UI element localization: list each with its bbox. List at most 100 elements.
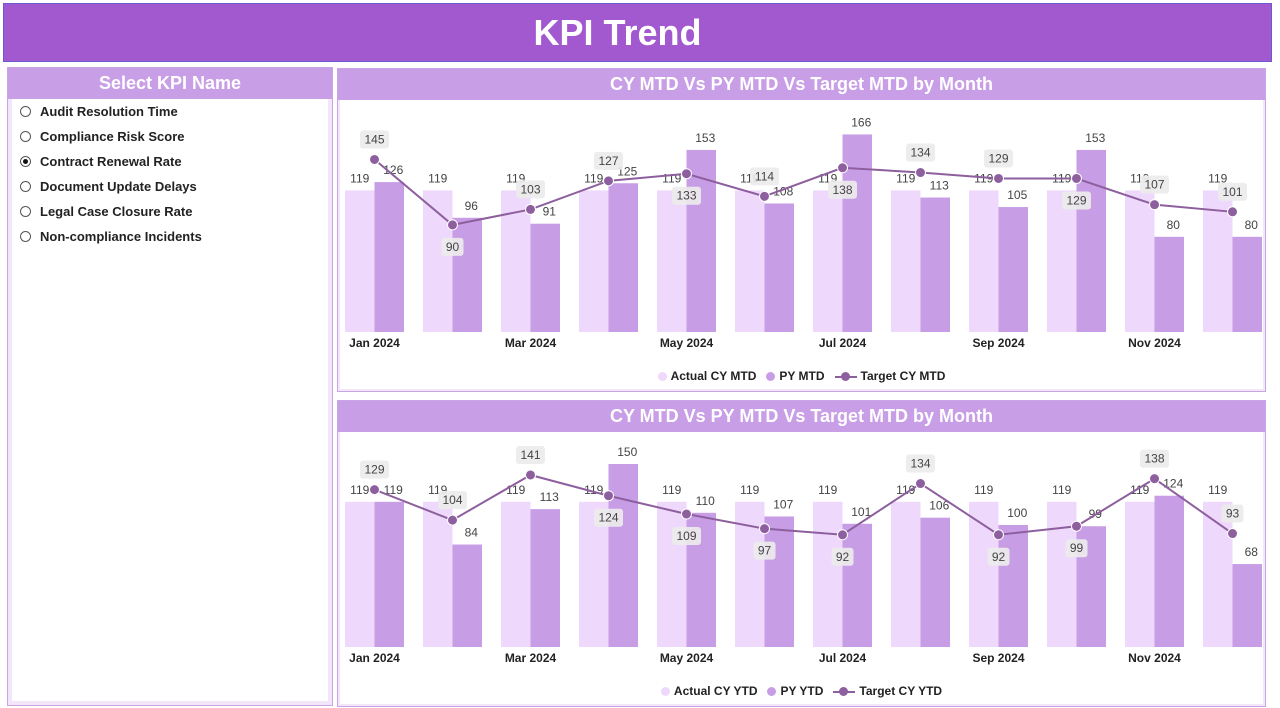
bar-actual-1 bbox=[423, 501, 453, 647]
legend-actual-label: Actual CY MTD bbox=[670, 369, 757, 383]
label-target-4: 133 bbox=[676, 189, 696, 203]
label-target-3-bg bbox=[594, 151, 623, 170]
legend-py-swatch bbox=[766, 371, 776, 381]
bar-py-10 bbox=[1154, 495, 1184, 647]
bar-py-5 bbox=[764, 516, 794, 647]
target-point-7 bbox=[915, 167, 926, 179]
label-py-11: 68 bbox=[1245, 545, 1259, 559]
target-point-0 bbox=[369, 153, 380, 165]
kpi-option-contract-renewal-rate[interactable]: Contract Renewal Rate bbox=[12, 149, 328, 174]
label-actual-9: 119 bbox=[1052, 483, 1071, 497]
label-target-8: 92 bbox=[992, 550, 1006, 564]
bar-actual-4 bbox=[657, 190, 687, 332]
legend-actual-cy-mtd[interactable]: Actual CY MTD bbox=[657, 369, 757, 383]
bar-py-2 bbox=[530, 509, 560, 647]
kpi-option-non-compliance-incidents[interactable]: Non-compliance Incidents bbox=[12, 224, 328, 249]
radio-button[interactable] bbox=[20, 131, 31, 142]
bar-py-6 bbox=[842, 523, 872, 647]
bar-py-7 bbox=[920, 517, 950, 647]
label-target-3: 127 bbox=[598, 154, 618, 168]
label-actual-0: 119 bbox=[350, 171, 369, 185]
label-target-9-bg bbox=[1065, 539, 1088, 558]
label-target-7-bg bbox=[906, 454, 935, 473]
kpi-option-label: Non-compliance Incidents bbox=[40, 229, 202, 244]
bar-py-0 bbox=[374, 501, 404, 647]
target-point-4 bbox=[681, 508, 692, 520]
legend-target-cy-ytd[interactable]: Target CY YTD bbox=[833, 684, 942, 698]
label-actual-11: 119 bbox=[1208, 483, 1227, 497]
legend-py-mtd[interactable]: PY MTD bbox=[766, 369, 825, 383]
label-target-6: 92 bbox=[836, 550, 850, 564]
target-line bbox=[373, 158, 1233, 226]
mtd-chart-panel: CY MTD Vs PY MTD Vs Target MTD by Month … bbox=[337, 68, 1266, 392]
label-py-4: 153 bbox=[695, 131, 715, 145]
x-tick-2: Mar 2024 bbox=[505, 336, 557, 350]
bar-actual-6 bbox=[813, 501, 843, 647]
kpi-option-compliance-risk-score[interactable]: Compliance Risk Score bbox=[12, 124, 328, 149]
legend-py-label: PY MTD bbox=[779, 369, 825, 383]
label-target-7: 134 bbox=[910, 146, 930, 160]
bar-py-10 bbox=[1154, 236, 1184, 332]
legend-actual-label: Actual CY YTD bbox=[673, 684, 758, 698]
kpi-selector-title: Select KPI Name bbox=[8, 68, 332, 99]
bar-actual-11 bbox=[1203, 501, 1233, 647]
bar-actual-0 bbox=[345, 501, 375, 647]
kpi-option-label: Compliance Risk Score bbox=[40, 129, 185, 144]
legend-py-ytd[interactable]: PY YTD bbox=[767, 684, 823, 698]
label-target-10: 107 bbox=[1144, 178, 1164, 192]
target-point-1 bbox=[447, 514, 458, 526]
radio-button[interactable] bbox=[20, 181, 31, 192]
label-target-9-bg bbox=[1062, 191, 1091, 210]
radio-button[interactable] bbox=[20, 231, 31, 242]
target-point-2 bbox=[525, 203, 536, 215]
x-tick-8: Sep 2024 bbox=[972, 651, 1024, 665]
label-target-2-bg bbox=[516, 180, 545, 199]
label-actual-0: 119 bbox=[350, 483, 369, 497]
label-actual-6: 119 bbox=[818, 483, 837, 497]
target-point-10 bbox=[1149, 199, 1160, 211]
radio-button-selected[interactable] bbox=[20, 156, 31, 167]
label-target-2-bg bbox=[516, 445, 545, 464]
x-tick-8: Sep 2024 bbox=[972, 336, 1024, 350]
target-point-3 bbox=[603, 490, 614, 502]
target-point-8 bbox=[993, 172, 1004, 184]
label-target-6: 138 bbox=[832, 183, 852, 197]
bar-py-1 bbox=[452, 217, 482, 332]
bar-actual-6 bbox=[813, 190, 843, 332]
bar-py-8 bbox=[998, 525, 1028, 647]
label-target-5: 114 bbox=[755, 169, 774, 183]
legend-actual-cy-ytd[interactable]: Actual CY YTD bbox=[660, 684, 758, 698]
target-point-5 bbox=[759, 523, 770, 535]
x-tick-4: May 2024 bbox=[660, 336, 714, 350]
bar-py-3 bbox=[608, 183, 638, 332]
label-py-10: 124 bbox=[1163, 477, 1183, 491]
radio-button[interactable] bbox=[20, 106, 31, 117]
kpi-option-legal-case-closure-rate[interactable]: Legal Case Closure Rate bbox=[12, 199, 328, 224]
kpi-option-audit-resolution-time[interactable]: Audit Resolution Time bbox=[12, 99, 328, 124]
label-target-8: 129 bbox=[988, 151, 1008, 165]
target-point-5 bbox=[759, 190, 770, 202]
radio-button[interactable] bbox=[20, 206, 31, 217]
kpi-option-document-update-delays[interactable]: Document Update Delays bbox=[12, 174, 328, 199]
label-target-10: 138 bbox=[1144, 452, 1164, 466]
label-target-4: 109 bbox=[676, 529, 696, 543]
legend-target-cy-mtd[interactable]: Target CY MTD bbox=[834, 369, 945, 383]
label-target-6-bg bbox=[828, 180, 857, 199]
legend-actual-swatch bbox=[660, 686, 670, 696]
label-py-1: 96 bbox=[465, 199, 479, 213]
label-target-8-bg bbox=[984, 149, 1013, 168]
kpi-selector-list: Audit Resolution Time Compliance Risk Sc… bbox=[12, 99, 328, 701]
bar-py-5 bbox=[764, 203, 794, 332]
label-target-7-bg bbox=[906, 143, 935, 162]
ytd-chart-legend: Actual CY YTD PY YTD Target CY YTD bbox=[340, 684, 1263, 698]
label-target-1-bg bbox=[441, 237, 464, 256]
label-target-1: 104 bbox=[442, 493, 462, 507]
target-point-6 bbox=[837, 529, 848, 541]
mtd-chart-body: 119 126 Jan 2024 119 96 119 91 Mar 2024 119 125 11… bbox=[340, 100, 1263, 389]
kpi-option-label: Contract Renewal Rate bbox=[40, 154, 182, 169]
page-title: KPI Trend bbox=[533, 11, 702, 53]
x-tick-10: Nov 2024 bbox=[1128, 336, 1181, 350]
bar-py-8 bbox=[998, 207, 1028, 332]
label-target-4-bg bbox=[672, 186, 701, 205]
